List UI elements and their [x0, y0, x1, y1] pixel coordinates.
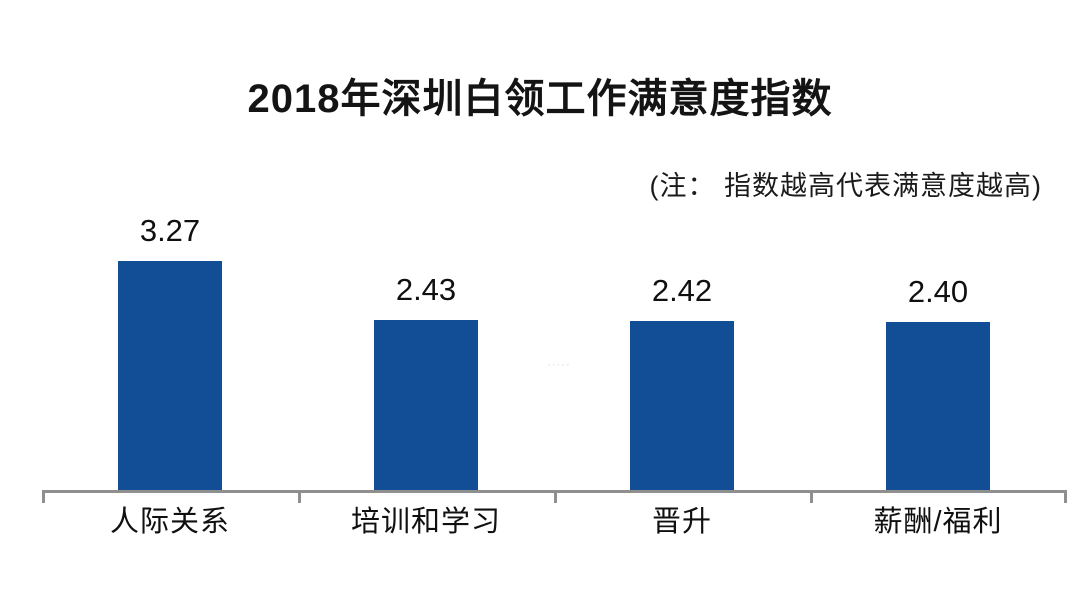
watermark-dots: ·····: [547, 359, 571, 371]
chart-note: (注： 指数越高代表满意度越高): [649, 171, 1042, 201]
bar-value-label: 3.27: [139, 213, 201, 249]
x-axis-label: 薪酬/福利: [873, 506, 1003, 538]
bar-value-label: 2.40: [907, 274, 969, 309]
x-axis-tick: [810, 490, 813, 503]
chart-title: 2018年深圳白领工作满意度指数: [247, 77, 833, 121]
x-axis-tick: [554, 490, 557, 503]
x-axis-tick: [42, 490, 45, 503]
x-axis-label: 晋升: [651, 506, 712, 538]
x-axis-label: 人际关系: [109, 506, 230, 538]
bar-value-label: 2.42: [651, 272, 713, 308]
bar-value-label: 2.43: [395, 271, 457, 307]
x-axis-label: 培训和学习: [350, 506, 501, 538]
bar: [886, 322, 990, 490]
x-axis-tick: [298, 490, 301, 503]
bar: [374, 319, 478, 490]
bar: [118, 261, 222, 490]
x-axis-tick: [1064, 490, 1067, 503]
bar: [630, 320, 734, 490]
